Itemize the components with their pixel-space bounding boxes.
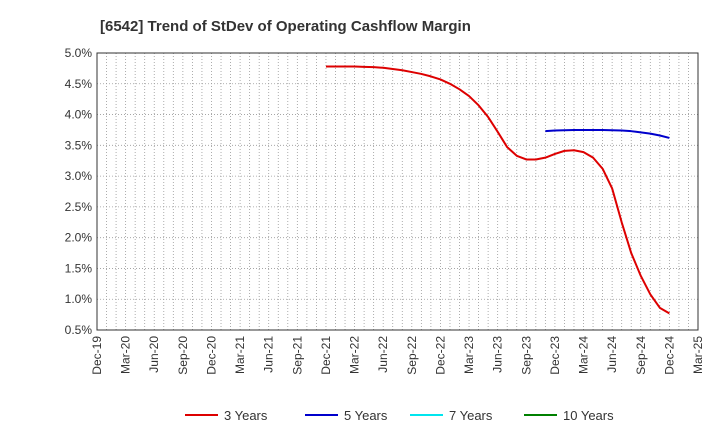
x-axis: Dec-19 Mar-20 Jun-20 Sep-20 Dec-20 Mar-21 Jun-…: [90, 336, 705, 375]
legend: 3 Years 5 Years 7 Years 10 Years: [185, 408, 614, 423]
x-tick-label: Sep-24: [634, 336, 648, 375]
x-tick-label: Dec-21: [319, 336, 333, 375]
x-tick-label: Jun-20: [147, 336, 161, 373]
x-tick-label: Jun-22: [376, 336, 390, 373]
y-tick-label: 4.5%: [65, 77, 93, 91]
plot-area-border: [96, 52, 699, 331]
x-tick-label: Dec-22: [433, 336, 447, 375]
legend-label: 3 Years: [224, 408, 268, 423]
chart-title: [6542] Trend of StDev of Operating Cashf…: [100, 18, 471, 35]
x-tick-label: Dec-24: [662, 336, 676, 375]
y-tick-label: 2.0%: [65, 231, 93, 245]
legend-item: 5 Years: [305, 408, 388, 423]
y-axis: 0.5% 1.0% 1.5% 2.0% 2.5% 3.0% 3.5% 4.0% 4.5% 5.0%: [65, 46, 93, 337]
x-tick-label: Dec-23: [548, 336, 562, 375]
grid: [97, 53, 698, 330]
series-line: [545, 128, 670, 139]
legend-label: 10 Years: [563, 408, 614, 423]
x-tick-label: Mar-24: [577, 336, 591, 374]
y-tick-label: 2.5%: [65, 200, 93, 214]
y-tick-label: 3.5%: [65, 138, 93, 152]
legend-item: 7 Years: [410, 408, 493, 423]
series-lines: [325, 65, 670, 315]
legend-item: 3 Years: [185, 408, 268, 423]
series-line: [325, 65, 670, 315]
x-tick-label: Mar-21: [233, 336, 247, 374]
x-tick-label: Dec-20: [204, 336, 218, 375]
x-tick-label: Mar-25: [691, 336, 705, 374]
legend-label: 5 Years: [344, 408, 388, 423]
x-tick-label: Jun-23: [491, 336, 505, 373]
x-tick-label: Dec-19: [90, 336, 104, 375]
x-tick-label: Sep-21: [290, 336, 304, 375]
x-tick-label: Mar-22: [348, 336, 362, 374]
x-tick-label: Mar-23: [462, 336, 476, 374]
x-tick-label: Sep-23: [519, 336, 533, 375]
x-tick-label: Mar-20: [119, 336, 133, 374]
y-tick-label: 1.0%: [65, 292, 93, 306]
legend-label: 7 Years: [449, 408, 493, 423]
legend-item: 10 Years: [524, 408, 614, 423]
x-tick-label: Sep-20: [176, 336, 190, 375]
x-tick-label: Jun-24: [605, 336, 619, 373]
y-tick-label: 5.0%: [65, 46, 93, 60]
y-tick-label: 4.0%: [65, 108, 93, 122]
y-tick-label: 0.5%: [65, 323, 93, 337]
x-tick-label: Jun-21: [262, 336, 276, 373]
y-tick-label: 1.5%: [65, 261, 93, 275]
x-tick-label: Sep-22: [405, 336, 419, 375]
y-tick-label: 3.0%: [65, 169, 93, 183]
